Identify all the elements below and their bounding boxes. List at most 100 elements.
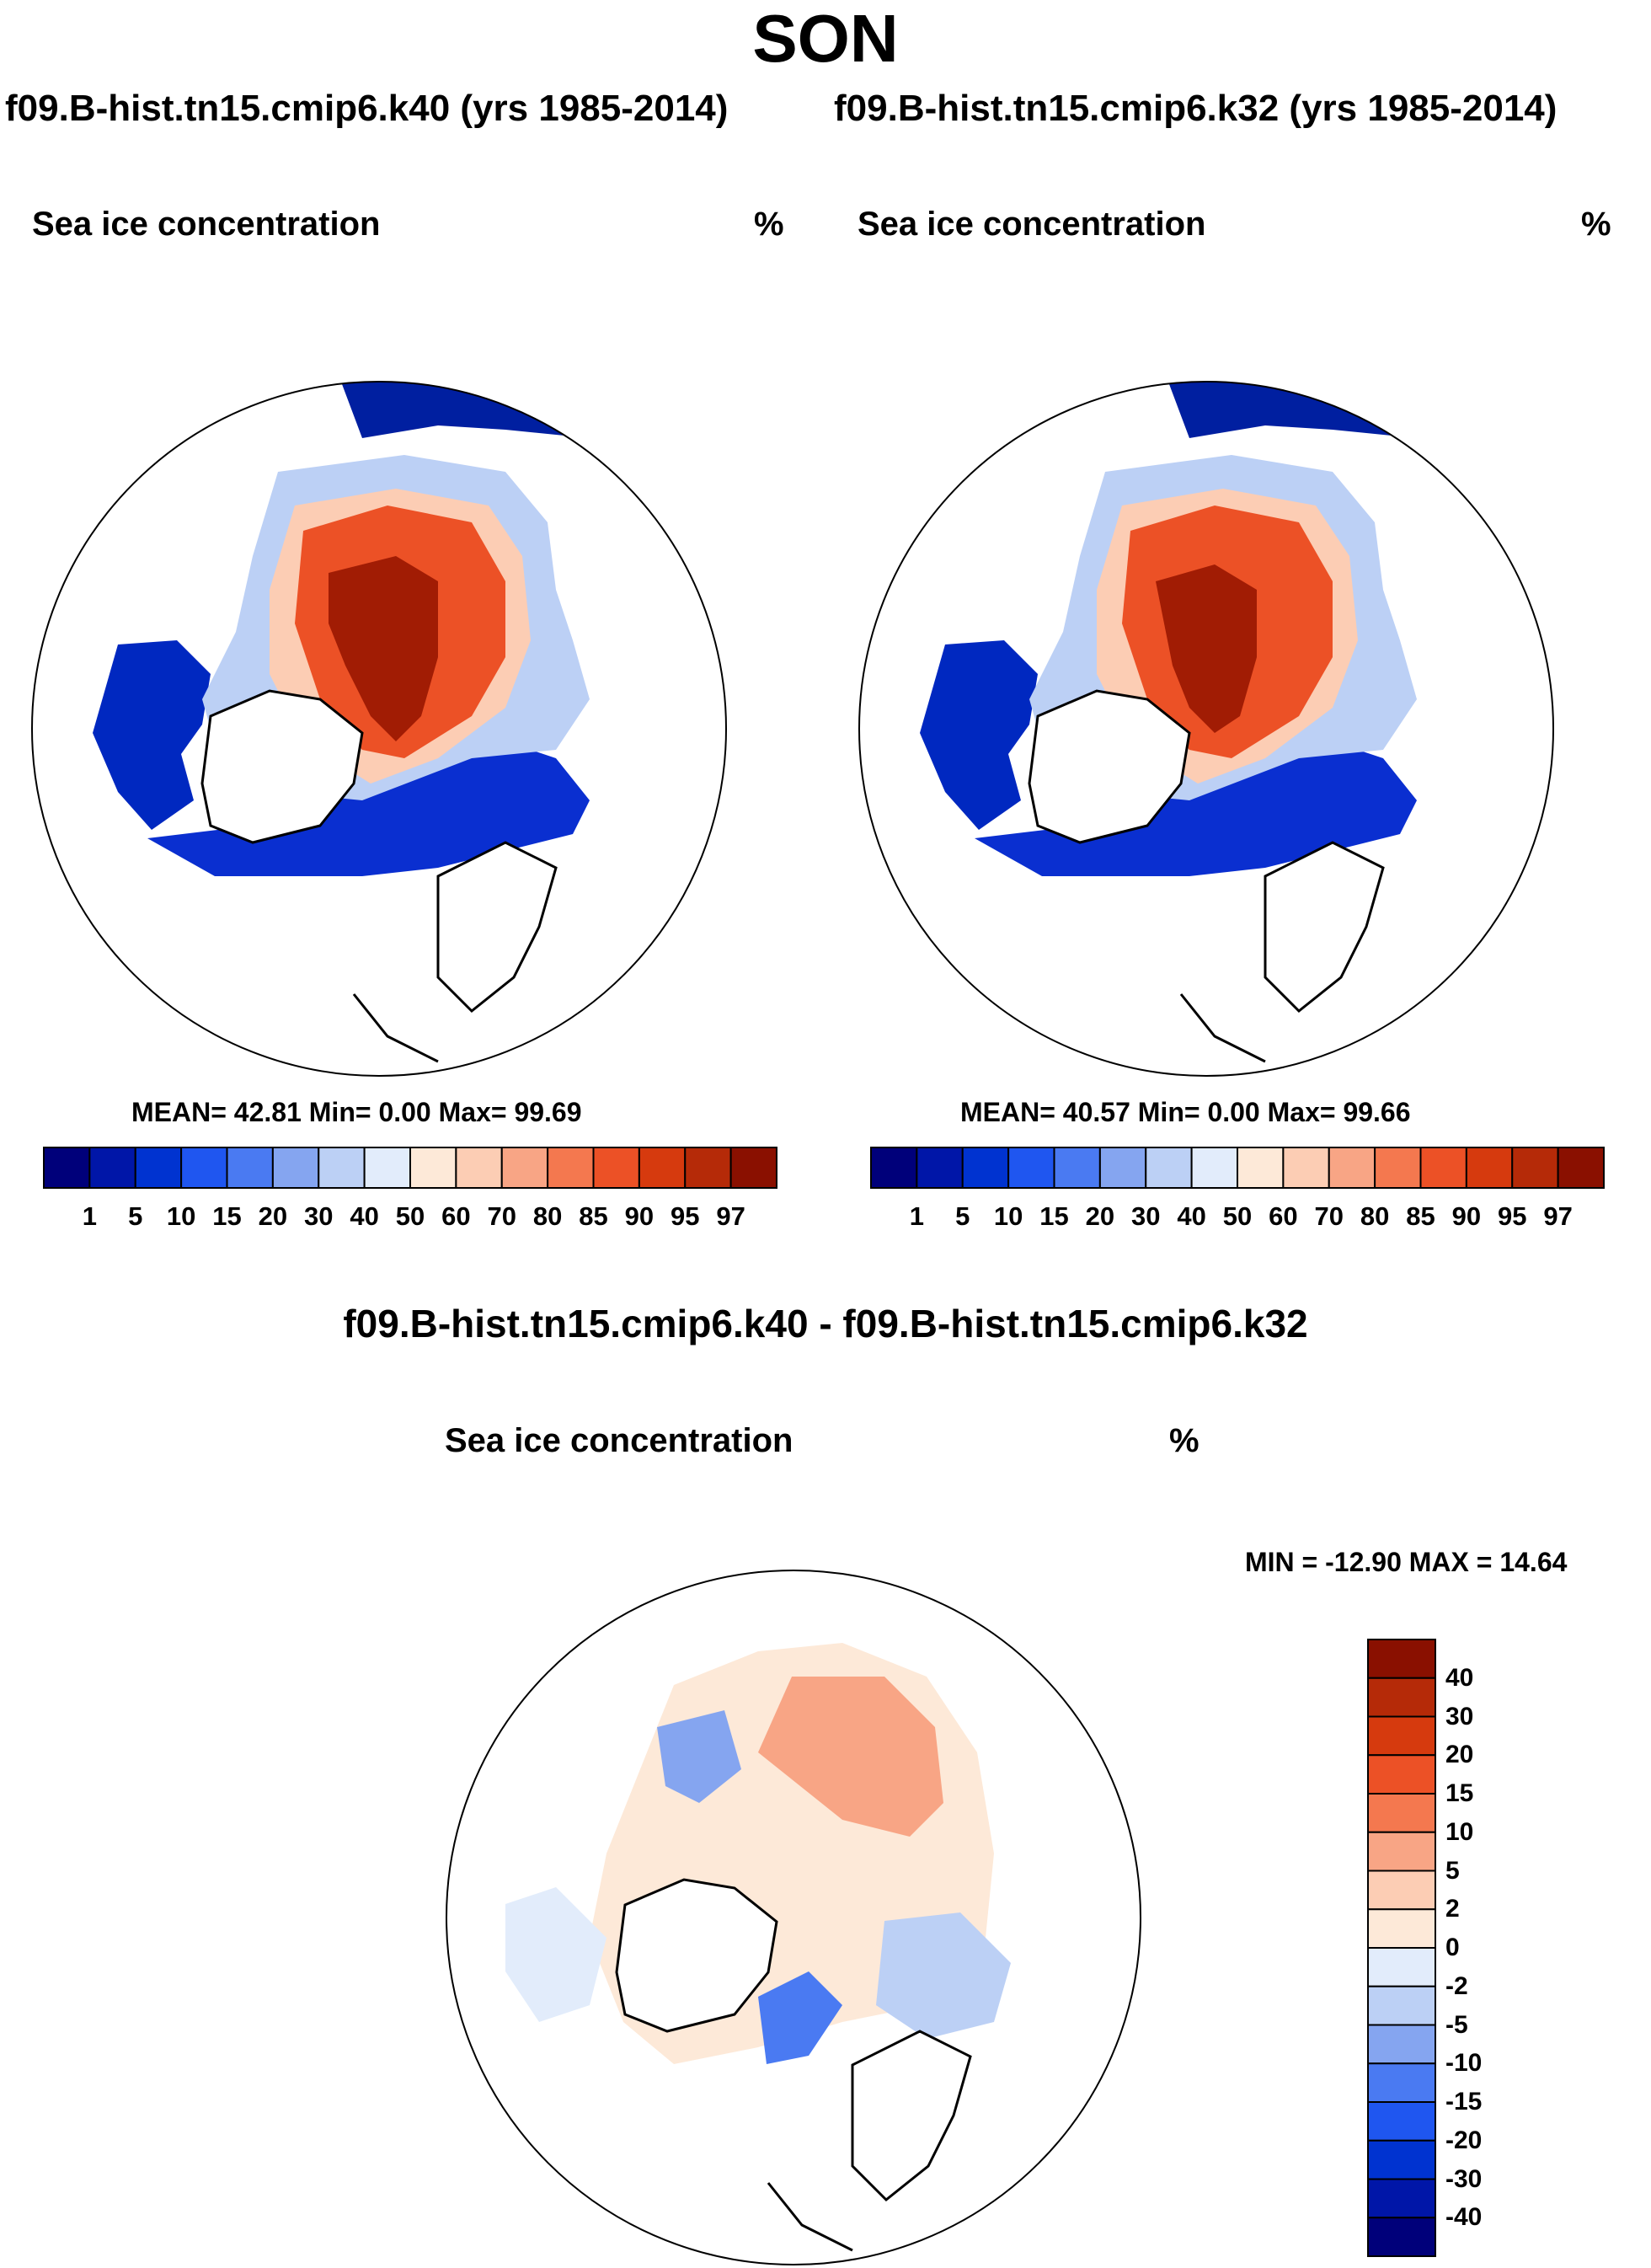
left-colorbar-box — [409, 1147, 457, 1189]
diff-colorbar-box — [1367, 1869, 1436, 1911]
right-colorbar-tick-label: 20 — [1085, 1201, 1115, 1231]
left-colorbar-tick-label: 80 — [532, 1201, 563, 1231]
right-colorbar-box — [1511, 1147, 1559, 1189]
diff-colorbar-tick-label: 5 — [1445, 1856, 1460, 1885]
left-colorbar-box — [500, 1147, 549, 1189]
diff-colorbar-box — [1367, 1985, 1436, 2026]
right-colorbar-tick-label: 50 — [1222, 1201, 1253, 1231]
right-colorbar-box — [1053, 1147, 1101, 1189]
left-colorbar-box — [271, 1147, 320, 1189]
diff-zone-negative — [758, 1971, 842, 2064]
left-colorbar-tick-label: 70 — [487, 1201, 516, 1231]
diff-colorbar-box — [1367, 1908, 1436, 1949]
left-panel-subtitle: f09.B-hist.tn15.cmip6.k40 (yrs 1985-2014… — [5, 88, 729, 129]
right-units-label: % — [1581, 206, 1611, 243]
diff-colorbar-box — [1367, 1754, 1436, 1795]
left-colorbar-tick-label: 50 — [395, 1201, 425, 1231]
left-colorbar-box — [43, 1147, 91, 1189]
diff-units-label: % — [1169, 1422, 1200, 1459]
left-colorbar-box — [180, 1147, 228, 1189]
page-title: SON — [752, 1, 899, 76]
diff-colorbar-tick-label: 15 — [1445, 1779, 1474, 1807]
left-colorbar-tick-label: 85 — [579, 1201, 608, 1231]
right-variable-label: Sea ice concentration — [858, 206, 1206, 243]
diff-colorbar-tick-label: 20 — [1445, 1741, 1474, 1769]
right-colorbar-tick-label: 95 — [1498, 1201, 1527, 1231]
diff-colorbar-tick-label: -20 — [1445, 2126, 1483, 2154]
right-colorbar-box — [1190, 1147, 1238, 1189]
right-colorbar-tick-label: 5 — [955, 1201, 970, 1231]
left-colorbar-box — [592, 1147, 640, 1189]
left-colorbar — [43, 1147, 777, 1189]
scandinavia-landmass — [436, 841, 558, 1014]
diff-colorbar-tick-label: 30 — [1445, 1702, 1474, 1730]
scandinavia-landmass — [1264, 841, 1385, 1014]
right-colorbar-tick-label: 85 — [1406, 1201, 1435, 1231]
right-colorbar-tick-label: 15 — [1039, 1201, 1069, 1231]
right-colorbar-ticks: 1 5 10 15 20 30 40 50 60 70 80 85 90 95 97 — [871, 1201, 1604, 1235]
diff-variable-label: Sea ice concentration — [445, 1422, 793, 1459]
diff-colorbar-ticks: 40 30 20 15 10 5 2 0 -2 -5 -10 -15 -20 -30 -40 — [1445, 1639, 1530, 2256]
left-colorbar-ticks: 1 5 10 15 20 30 40 50 60 70 80 85 90 95 97 — [44, 1201, 777, 1235]
right-colorbar-box — [1419, 1147, 1467, 1189]
right-colorbar-box — [1007, 1147, 1055, 1189]
left-colorbar-tick-label: 10 — [166, 1201, 196, 1231]
diff-colorbar-box — [1367, 1947, 1436, 1987]
left-variable-label: Sea ice concentration — [32, 206, 381, 243]
right-colorbar-tick-label: 60 — [1269, 1201, 1298, 1231]
diff-colorbar-tick-label: 0 — [1445, 1934, 1460, 1961]
right-colorbar-box — [1328, 1147, 1376, 1189]
diff-panel-subtitle: f09.B-hist.tn15.cmip6.k40 - f09.B-hist.t… — [343, 1302, 1308, 1345]
diff-colorbar-tick-label: -10 — [1445, 2049, 1483, 2078]
left-colorbar-tick-label: 40 — [350, 1201, 379, 1231]
left-colorbar-box — [88, 1147, 136, 1189]
diff-colorbar-box — [1367, 2178, 1436, 2219]
ice-zone-core — [329, 556, 438, 741]
left-colorbar-tick-label: 60 — [441, 1201, 471, 1231]
left-colorbar-tick-label: 30 — [304, 1201, 334, 1231]
right-colorbar-box — [1098, 1147, 1147, 1189]
left-stats: MEAN= 42.81 Min= 0.00 Max= 99.69 — [131, 1097, 582, 1127]
diff-colorbar-box — [1367, 2139, 1436, 2180]
right-colorbar-tick-label: 1 — [909, 1201, 924, 1231]
ice-zone-low — [147, 741, 590, 876]
right-colorbar-box — [1145, 1147, 1193, 1189]
left-colorbar-tick-label: 20 — [258, 1201, 288, 1231]
right-colorbar-tick-label: 97 — [1543, 1201, 1573, 1231]
right-colorbar-box — [1374, 1147, 1422, 1189]
right-colorbar-box — [1237, 1147, 1285, 1189]
left-colorbar-tick-label: 97 — [716, 1201, 745, 1231]
diff-colorbar-tick-label: -40 — [1445, 2203, 1483, 2232]
ice-zone-low — [920, 640, 1038, 830]
diff-stats: MIN = -12.90 MAX = 14.64 — [1245, 1547, 1568, 1577]
diff-colorbar-tick-label: -15 — [1445, 2088, 1483, 2116]
right-colorbar-tick-label: 90 — [1451, 1201, 1482, 1231]
diff-colorbar-tick-label: -2 — [1445, 1971, 1468, 2000]
right-stats: MEAN= 40.57 Min= 0.00 Max= 99.66 — [960, 1097, 1411, 1127]
left-colorbar-tick-label: 90 — [624, 1201, 655, 1231]
left-colorbar-box — [455, 1147, 503, 1189]
right-colorbar-tick-label: 70 — [1314, 1201, 1344, 1231]
left-colorbar-box — [134, 1147, 183, 1189]
coastline — [352, 993, 439, 1063]
diff-zone-positive — [758, 1677, 943, 1837]
left-colorbar-box — [363, 1147, 411, 1189]
right-colorbar-box — [961, 1147, 1010, 1189]
right-panel-subtitle: f09.B-hist.tn15.cmip6.k32 (yrs 1985-2014… — [834, 88, 1557, 129]
left-colorbar-tick-label: 1 — [82, 1201, 97, 1231]
right-colorbar-box — [1557, 1147, 1605, 1189]
diff-colorbar-box — [1367, 2217, 1436, 2257]
diff-colorbar-box — [1367, 1639, 1436, 1679]
greenland-landmass — [200, 689, 364, 844]
diff-colorbar-box — [1367, 2024, 1436, 2065]
right-colorbar-tick-label: 80 — [1360, 1201, 1390, 1231]
ice-zone-low — [975, 741, 1417, 876]
diff-zone-slight-negative — [876, 1912, 1011, 2039]
ice-zone-core — [1156, 564, 1257, 733]
coastline — [1104, 1735, 1141, 1755]
right-colorbar-box — [1465, 1147, 1514, 1189]
left-colorbar-box — [729, 1147, 777, 1189]
